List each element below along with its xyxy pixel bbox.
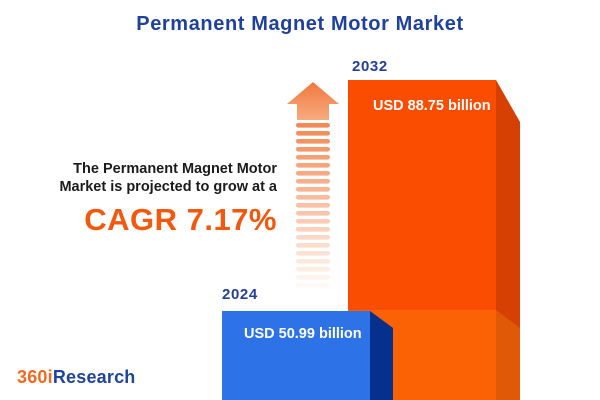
year-label-2024: 2024: [222, 286, 258, 303]
year-label-2032: 2032: [352, 58, 388, 75]
annotation-line-2: Market is projected to grow at a: [59, 178, 277, 195]
bar-2024-front: [222, 311, 370, 400]
logo-orange-part: 360i: [17, 367, 53, 387]
cagr-text: CAGR 7.17%: [84, 202, 277, 237]
annotation-block: The Permanent Magnet Motor Market is pro…: [27, 161, 277, 238]
bar-2024-value-label: USD 50.99 billion: [244, 326, 362, 342]
bar-2024-side: [370, 311, 393, 400]
arrow-head: [287, 82, 339, 120]
page-title: Permanent Magnet Motor Market: [136, 13, 464, 35]
logo-blue-part: Research: [52, 367, 136, 387]
brand-logo: 360iResearch: [17, 367, 136, 388]
arrow-stripes: [296, 123, 330, 288]
growth-arrow-icon: [287, 82, 339, 288]
bar-2032-side-lower: [496, 310, 520, 400]
annotation-line-1: The Permanent Magnet Motor: [73, 161, 277, 177]
bar-2032-value-label: USD 88.75 billion: [373, 98, 491, 114]
